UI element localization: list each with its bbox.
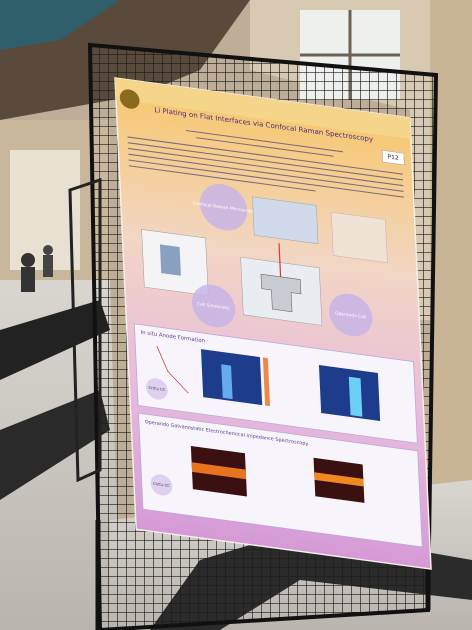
- board-tag: [381, 150, 405, 166]
- section-badge: Cr/Cu CC: [148, 386, 165, 392]
- logo: [119, 89, 140, 109]
- header-band: [115, 78, 411, 140]
- poster: Li Plating on Flat Interfaces via Confoc…: [114, 77, 432, 570]
- diagram-label: Cell Schematic: [197, 301, 231, 311]
- diagram-label: Operando Cell: [335, 310, 367, 320]
- section-panel: In situ Anode Formation Cr/Cu CC: [133, 323, 418, 444]
- abstract: [127, 129, 404, 198]
- diagram: Confocal Raman Microscope Cell Schematic…: [141, 183, 388, 337]
- board-number: P12: [388, 154, 400, 161]
- section-badge: Cr/Cu CC: [153, 482, 170, 488]
